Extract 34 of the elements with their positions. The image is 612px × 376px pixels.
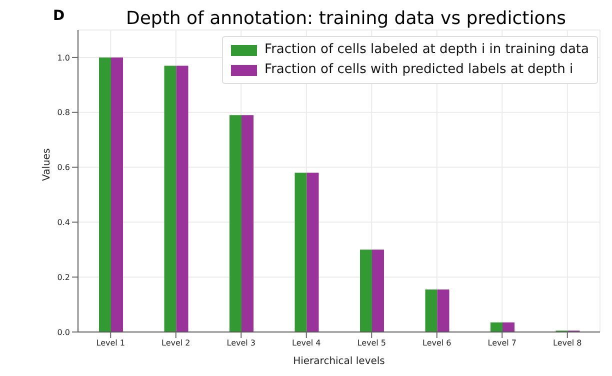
y-tick-label: 0.0 (57, 328, 70, 337)
x-tick-label: Level 3 (226, 338, 256, 348)
bar (99, 57, 111, 332)
bar (176, 66, 188, 332)
bar (164, 66, 176, 332)
bar (437, 289, 450, 332)
text: D (53, 8, 65, 24)
x-axis-title: Hierarchical levels (293, 356, 385, 367)
x-tick-label: Level 4 (292, 338, 321, 348)
x-tick-label: Level 8 (553, 338, 582, 348)
x-tick-label: Level 7 (488, 338, 516, 348)
bar (230, 115, 242, 332)
x-tick-label: Level 1 (96, 338, 125, 348)
chart-title: Depth of annotation: training data vs predictions (125, 8, 567, 29)
bar (360, 250, 372, 332)
bar (502, 322, 514, 332)
bar (294, 172, 307, 332)
bar (306, 172, 319, 332)
bar (242, 115, 254, 332)
y-tick-label: 0.4 (57, 218, 70, 228)
legend-label: Fraction of cells labeled at depth i in training data (264, 41, 589, 59)
bar (372, 250, 384, 332)
bar (490, 322, 502, 332)
y-tick-label: 0.6 (57, 163, 70, 172)
y-axis-title: Values (42, 148, 53, 181)
y-tick-label: 1.0 (57, 53, 70, 62)
x-tick-label: Level 6 (422, 338, 452, 348)
y-tick-label: 0.8 (57, 108, 70, 118)
x-tick-label: Level 2 (162, 338, 190, 348)
bar (111, 57, 123, 332)
legend-label: Fraction of cells with predicted labels at depth i (264, 61, 574, 79)
bar (425, 289, 438, 332)
x-tick-label: Level 5 (357, 338, 386, 348)
y-tick-label: 0.2 (57, 272, 70, 282)
